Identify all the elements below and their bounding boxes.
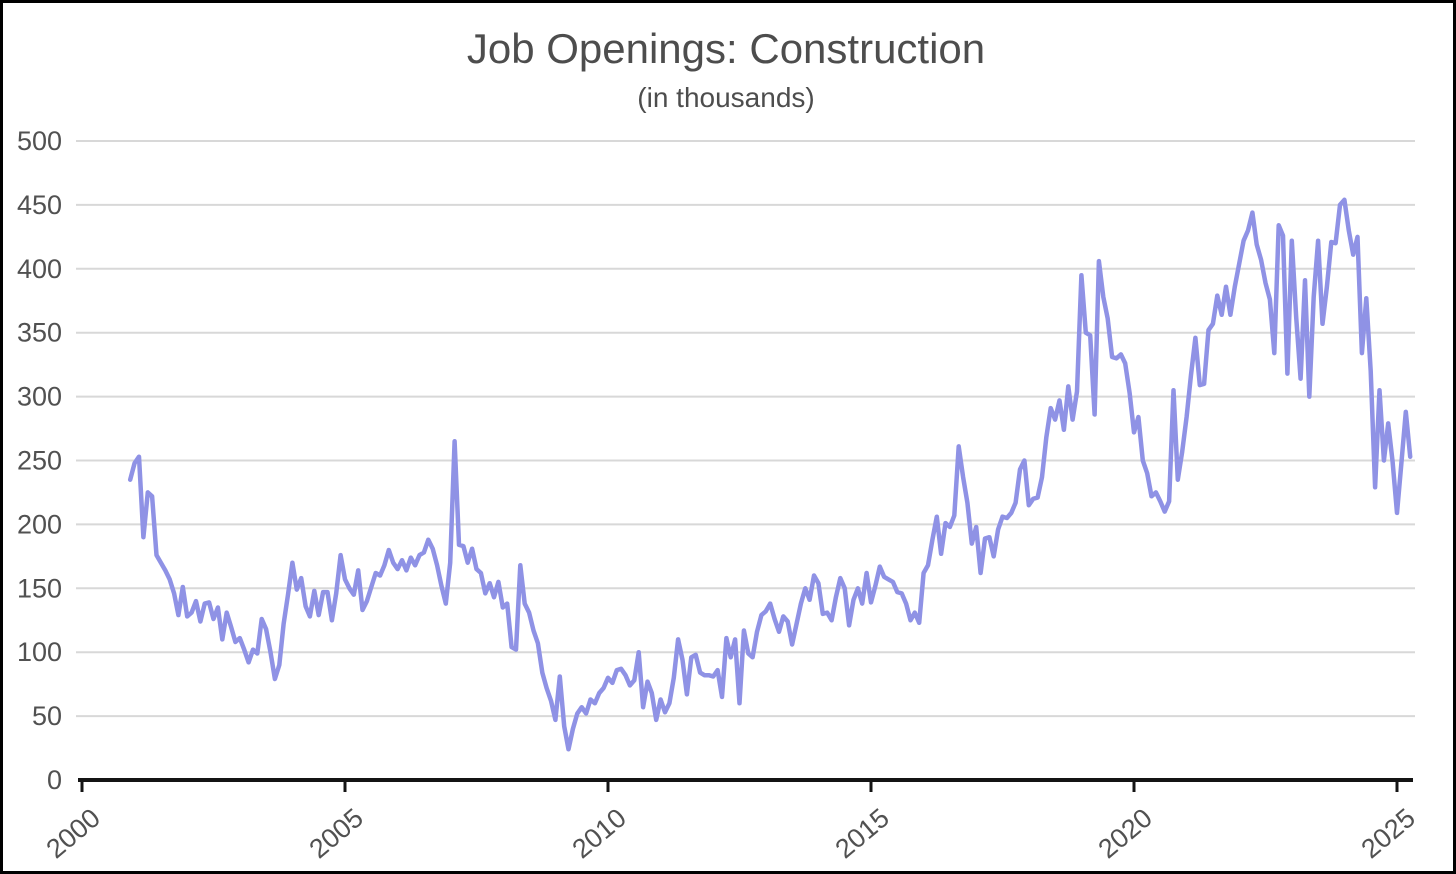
chart-title: Job Openings: Construction [467, 25, 985, 72]
y-tick-label-200: 200 [17, 509, 62, 539]
y-tick-label-350: 350 [17, 318, 62, 348]
x-tick-label-2010: 2010 [567, 803, 632, 865]
axes [78, 778, 1413, 792]
y-tick-label-500: 500 [17, 126, 62, 156]
axis-labels: 0 50 100 150 200 250 300 350 400 450 500 2000 2005 20… [17, 126, 1421, 864]
x-tick-label-2025: 2025 [1356, 803, 1421, 865]
x-tick-label-2020: 2020 [1093, 803, 1158, 865]
chart-subtitle: (in thousands) [637, 82, 814, 113]
y-tick-label-100: 100 [17, 637, 62, 667]
data-series [127, 197, 1413, 752]
y-tick-label-50: 50 [32, 701, 62, 731]
y-tick-label-400: 400 [17, 254, 62, 284]
x-tick-label-2000: 2000 [41, 803, 106, 865]
y-tick-label-250: 250 [17, 446, 62, 476]
y-tick-label-300: 300 [17, 382, 62, 412]
x-tick-label-2015: 2015 [830, 803, 895, 865]
job-openings-construction-chart: Job Openings: Construction (in thousands… [17, 25, 1421, 864]
job-openings-line [127, 197, 1413, 752]
y-tick-label-150: 150 [17, 573, 62, 603]
x-tick-label-2005: 2005 [304, 803, 369, 865]
y-tick-label-450: 450 [17, 190, 62, 220]
y-tick-label-0: 0 [47, 765, 62, 795]
